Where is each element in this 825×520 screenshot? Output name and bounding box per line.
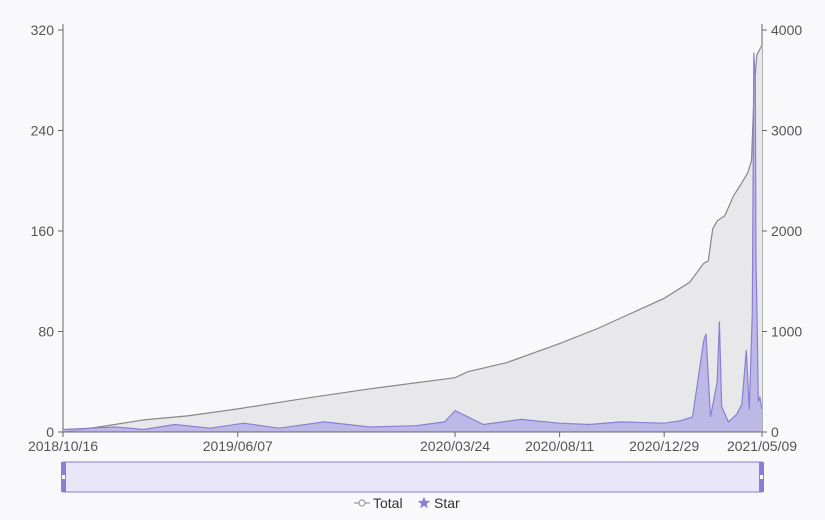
x-tick-label: 2020/08/11 (525, 438, 594, 454)
data-zoom-window[interactable] (62, 461, 763, 493)
x-tick-label: 2020/12/29 (629, 438, 699, 454)
total-series-line (62, 44, 763, 433)
y-left-tick-label: 0 (46, 424, 54, 440)
y-right-tick-label: 3000 (771, 123, 802, 139)
data-zoom-start-grip (62, 475, 65, 479)
legend-star-label[interactable]: Star (434, 495, 460, 511)
y-left-tick-label: 320 (31, 22, 55, 38)
y-right-tick-label: 0 (771, 424, 779, 440)
y-right-tick-label: 2000 (771, 223, 802, 239)
x-tick-label: 2018/10/16 (28, 438, 98, 454)
total-series-area (63, 45, 762, 432)
legend-star-icon[interactable] (417, 496, 431, 509)
legend-total-icon[interactable] (358, 499, 366, 507)
data-zoom-end-grip (760, 475, 763, 479)
star-series-line (62, 52, 763, 431)
y-right-tick-label: 1000 (771, 324, 802, 340)
x-tick-label: 2019/06/07 (203, 438, 273, 454)
y-right-tick-label: 4000 (771, 22, 802, 38)
x-tick-label: 2021/05/09 (727, 438, 797, 454)
y-left-tick-label: 160 (31, 223, 55, 239)
y-left-tick-label: 80 (38, 324, 54, 340)
x-tick-label: 2020/03/24 (420, 438, 490, 454)
legend-total-label[interactable]: Total (373, 495, 403, 511)
y-left-tick-label: 240 (31, 123, 55, 139)
